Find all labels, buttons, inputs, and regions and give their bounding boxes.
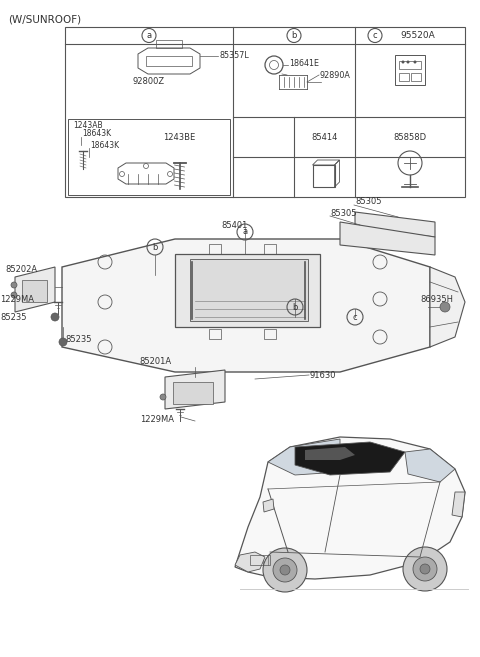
Text: 18643K: 18643K — [90, 141, 119, 150]
Bar — [22, 280, 47, 302]
Polygon shape — [452, 492, 465, 517]
Circle shape — [273, 558, 297, 582]
Polygon shape — [295, 442, 405, 475]
Circle shape — [263, 548, 307, 592]
Circle shape — [413, 60, 417, 64]
Circle shape — [11, 292, 17, 298]
Polygon shape — [405, 449, 455, 482]
Polygon shape — [268, 439, 340, 475]
Bar — [173, 382, 213, 404]
Circle shape — [407, 60, 409, 64]
Text: 18643K: 18643K — [82, 129, 111, 139]
Polygon shape — [62, 239, 430, 372]
Text: 91630: 91630 — [310, 371, 336, 380]
Polygon shape — [175, 254, 320, 327]
Text: 92890A: 92890A — [319, 70, 350, 79]
Circle shape — [420, 564, 430, 574]
Circle shape — [11, 282, 17, 288]
Polygon shape — [235, 437, 465, 579]
Text: b: b — [291, 31, 297, 40]
Text: 85201A: 85201A — [139, 357, 171, 367]
Bar — [209, 329, 221, 339]
Text: c: c — [353, 313, 357, 321]
Polygon shape — [305, 447, 355, 460]
Text: 1243BE: 1243BE — [163, 133, 196, 141]
Bar — [399, 73, 409, 81]
Text: 85235: 85235 — [65, 334, 92, 344]
Text: 18641E: 18641E — [289, 60, 319, 68]
Text: 86935H: 86935H — [420, 296, 453, 304]
Bar — [156, 40, 182, 48]
Text: 85305: 85305 — [330, 210, 357, 219]
Polygon shape — [15, 267, 55, 312]
Bar — [209, 244, 221, 254]
Text: b: b — [292, 302, 298, 311]
Polygon shape — [430, 267, 465, 347]
Polygon shape — [190, 259, 308, 321]
Text: 95520A: 95520A — [400, 31, 435, 40]
Circle shape — [440, 302, 450, 312]
Text: 85202A: 85202A — [5, 265, 37, 275]
Circle shape — [413, 557, 437, 581]
Text: 85401: 85401 — [222, 221, 248, 229]
Circle shape — [160, 394, 166, 400]
Circle shape — [280, 565, 290, 575]
Bar — [399, 61, 421, 69]
Circle shape — [401, 60, 405, 64]
Text: c: c — [372, 31, 377, 40]
Polygon shape — [165, 370, 225, 409]
Text: 85414: 85414 — [312, 133, 338, 141]
Circle shape — [51, 313, 59, 321]
Bar — [250, 555, 270, 565]
Bar — [264, 329, 276, 339]
Polygon shape — [263, 499, 274, 512]
Bar — [411, 73, 421, 81]
Text: a: a — [242, 227, 248, 237]
Polygon shape — [235, 552, 265, 572]
Bar — [65, 27, 465, 197]
Circle shape — [403, 547, 447, 591]
Text: 85357L: 85357L — [220, 51, 250, 60]
Text: 85858D: 85858D — [394, 133, 427, 141]
Text: (W/SUNROOF): (W/SUNROOF) — [8, 14, 81, 24]
Text: b: b — [152, 242, 158, 252]
Text: 1229MA: 1229MA — [140, 415, 174, 424]
Text: 85235: 85235 — [0, 313, 26, 321]
Text: 85305: 85305 — [355, 198, 382, 206]
Bar — [264, 244, 276, 254]
Polygon shape — [340, 222, 435, 255]
Polygon shape — [355, 212, 435, 237]
Bar — [68, 119, 230, 195]
Text: 1229MA: 1229MA — [0, 294, 34, 304]
Text: 1243AB: 1243AB — [73, 120, 103, 129]
Circle shape — [59, 338, 67, 346]
Text: 92800Z: 92800Z — [133, 78, 165, 87]
Text: a: a — [146, 31, 152, 40]
